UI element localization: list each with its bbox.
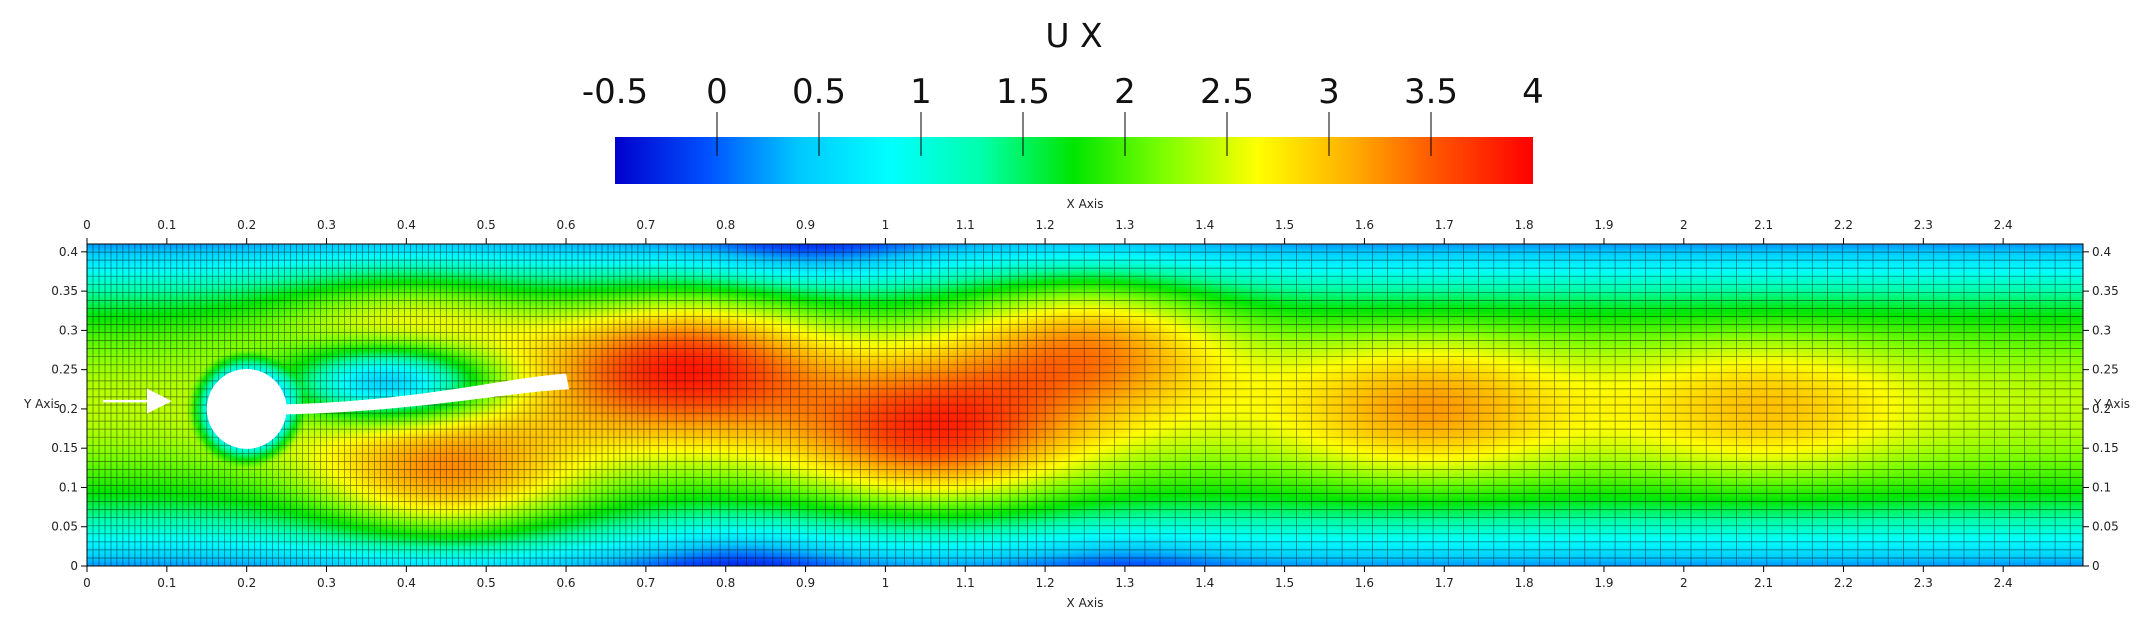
- x-tick-label-bottom: 0.4: [397, 576, 416, 590]
- flag-obstacle: [246, 373, 570, 415]
- x-tick-label-bottom: 2.4: [1994, 576, 2013, 590]
- y-tick-label-left: 0.35: [51, 284, 78, 298]
- x-tick-label-bottom: 0.9: [796, 576, 815, 590]
- y-tick-label-left: 0.4: [59, 245, 78, 259]
- x-tick-label-bottom: 2: [1680, 576, 1688, 590]
- x-tick-label-top: 2.3: [1914, 218, 1933, 232]
- cylinder-obstacle: [206, 369, 287, 449]
- colorbar-tick-label: 3: [1318, 72, 1340, 112]
- x-tick-label-top: 2.4: [1994, 218, 2013, 232]
- x-tick-label-bottom: 0.7: [636, 576, 655, 590]
- x-axis-title-top: X Axis: [1067, 197, 1104, 211]
- x-tick-label-bottom: 0.3: [317, 576, 336, 590]
- x-tick-label-top: 0.4: [397, 218, 416, 232]
- x-tick-label-bottom: 1.3: [1115, 576, 1134, 590]
- x-tick-label-top: 0.5: [477, 218, 496, 232]
- y-tick-label-left: 0.3: [59, 323, 78, 337]
- y-tick-label-right: 0.2: [2092, 402, 2111, 416]
- x-tick-label-bottom: 1.6: [1355, 576, 1374, 590]
- y-tick-label-right: 0: [2092, 559, 2100, 573]
- y-axis-title-left: Y Axis: [23, 397, 60, 411]
- x-tick-label-bottom: 1.7: [1435, 576, 1454, 590]
- x-tick-label-top: 0.6: [556, 218, 575, 232]
- plot-area: [86, 243, 2084, 567]
- y-tick-label-right: 0.25: [2092, 363, 2119, 377]
- x-tick-label-top: 1.8: [1515, 218, 1534, 232]
- x-tick-label-bottom: 0.8: [716, 576, 735, 590]
- x-tick-label-bottom: 1.2: [1036, 576, 1055, 590]
- y-tick-label-right: 0.1: [2092, 480, 2111, 494]
- x-tick-label-bottom: 1.4: [1195, 576, 1214, 590]
- x-tick-label-bottom: 2.2: [1834, 576, 1853, 590]
- obstacles: [102, 369, 570, 449]
- x-tick-label-top: 1.2: [1036, 218, 1055, 232]
- x-tick-label-bottom: 0.1: [157, 576, 176, 590]
- y-tick-label-left: 0.05: [51, 520, 78, 534]
- y-tick-label-right: 0.05: [2092, 520, 2119, 534]
- x-axis-title-bottom: X Axis: [1067, 596, 1104, 610]
- x-tick-label-bottom: 1: [882, 576, 890, 590]
- axes: X Axis X Axis Y Axis Y Axis 000.10.10.20…: [23, 197, 2130, 610]
- x-tick-label-bottom: 2.1: [1754, 576, 1773, 590]
- y-tick-label-right: 0.15: [2092, 441, 2119, 455]
- colorbar-tick-label: 1.5: [996, 72, 1050, 112]
- colorbar-tick-label: 1: [910, 72, 932, 112]
- x-tick-label-top: 1.6: [1355, 218, 1374, 232]
- x-tick-label-top: 1.4: [1195, 218, 1214, 232]
- x-tick-label-bottom: 2.3: [1914, 576, 1933, 590]
- plot-frame: [86, 243, 2084, 567]
- colorbar-gradient: [615, 137, 1533, 184]
- y-tick-label-right: 0.3: [2092, 323, 2111, 337]
- x-tick-label-top: 0.8: [716, 218, 735, 232]
- chart-title: U X: [1045, 16, 1102, 55]
- x-tick-label-bottom: 0.6: [556, 576, 575, 590]
- y-tick-label-right: 0.4: [2092, 245, 2111, 259]
- y-tick-label-left: 0.25: [51, 363, 78, 377]
- y-tick-label-left: 0.15: [51, 441, 78, 455]
- x-tick-label-top: 0.9: [796, 218, 815, 232]
- x-tick-label-top: 1.5: [1275, 218, 1294, 232]
- colorbar-ticks: -0.5 0 0.5 1 1.5 2 2.5 3 3.5 4: [582, 72, 1544, 156]
- colorbar-tick-label: 2.5: [1200, 72, 1254, 112]
- colorbar-tick-label: 3.5: [1404, 72, 1458, 112]
- x-tick-label-top: 0.7: [636, 218, 655, 232]
- x-tick-label-top: 2.1: [1754, 218, 1773, 232]
- x-tick-label-bottom: 1.9: [1594, 576, 1613, 590]
- y-tick-label-left: 0.2: [59, 402, 78, 416]
- x-tick-label-top: 2.2: [1834, 218, 1853, 232]
- x-tick-label-top: 1.9: [1594, 218, 1613, 232]
- colorbar-tick-label: 0: [706, 72, 728, 112]
- colorbar-tick-label: -0.5: [582, 72, 648, 112]
- x-tick-label-bottom: 0: [83, 576, 91, 590]
- y-tick-label-left: 0.1: [59, 480, 78, 494]
- x-tick-label-top: 1.7: [1435, 218, 1454, 232]
- y-axis-title-right: Y Axis: [2093, 397, 2130, 411]
- x-tick-label-top: 0.3: [317, 218, 336, 232]
- x-tick-label-top: 0: [83, 218, 91, 232]
- colorbar-tick-label: 0.5: [792, 72, 846, 112]
- colorbar-tick-label: 2: [1114, 72, 1136, 112]
- y-tick-label-right: 0.35: [2092, 284, 2119, 298]
- x-tick-label-top: 1.1: [956, 218, 975, 232]
- x-tick-label-top: 2: [1680, 218, 1688, 232]
- x-tick-label-top: 1: [882, 218, 890, 232]
- x-tick-label-top: 1.3: [1115, 218, 1134, 232]
- colorbar-tick-label: 4: [1522, 72, 1544, 112]
- x-tick-label-top: 0.1: [157, 218, 176, 232]
- colorbar: -0.5 0 0.5 1 1.5 2 2.5 3 3.5 4: [582, 72, 1544, 184]
- y-tick-label-left: 0: [70, 559, 78, 573]
- x-tick-label-bottom: 0.5: [477, 576, 496, 590]
- x-tick-label-bottom: 1.5: [1275, 576, 1294, 590]
- x-tick-label-bottom: 1.1: [956, 576, 975, 590]
- x-tick-label-bottom: 1.8: [1515, 576, 1534, 590]
- x-tick-label-top: 0.2: [237, 218, 256, 232]
- x-tick-label-bottom: 0.2: [237, 576, 256, 590]
